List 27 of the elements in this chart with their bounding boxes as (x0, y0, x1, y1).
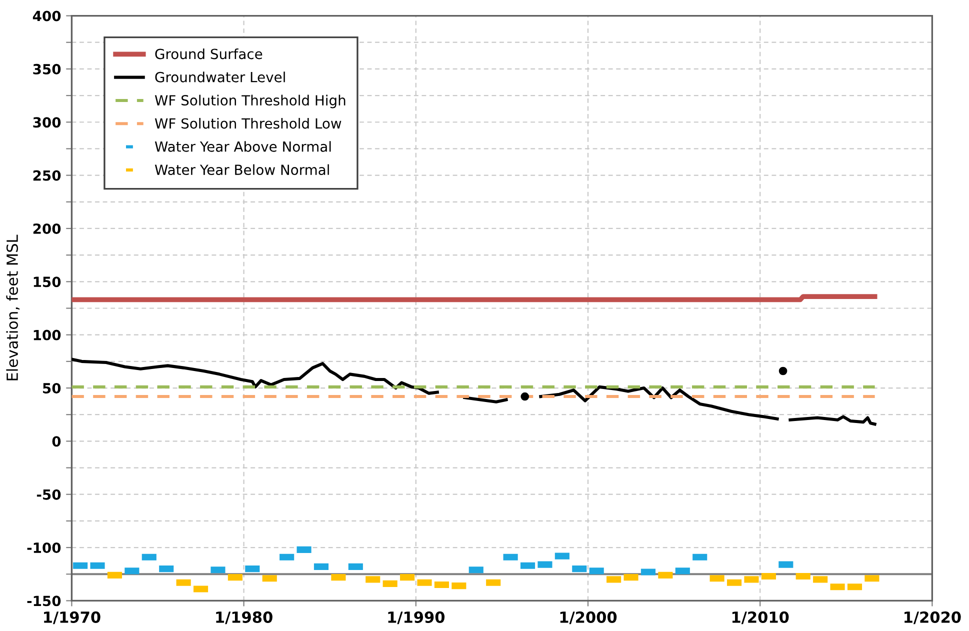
y-axis-title: Elevation, feet MSL (6, 234, 20, 380)
y-tick-label: 200 (33, 223, 61, 234)
y-tick-label: 50 (43, 382, 61, 394)
y-tick-label: 0 (52, 436, 61, 447)
y-tick-label: 300 (33, 117, 61, 128)
y-tick-label: 350 (33, 64, 61, 74)
y-tick-label: -100 (27, 542, 61, 554)
x-tick-label: 1/2000 (560, 611, 617, 624)
legend-label: WF Solution Threshold High (154, 94, 346, 108)
y-tick-label: 250 (33, 170, 61, 181)
x-tick-label: 1/2010 (732, 611, 789, 624)
y-tick-label: 400 (32, 10, 61, 22)
x-tick-label: 1/1980 (216, 611, 272, 624)
x-tick-label: 1/1990 (388, 611, 445, 624)
point (778, 366, 788, 376)
legend-label: Groundwater Level (155, 72, 285, 82)
x-tick-label: 1/1970 (44, 611, 100, 624)
y-tick-label: -50 (36, 489, 61, 500)
y-tick-label: 150 (34, 276, 61, 288)
x-tick-label: 1/2020 (904, 611, 961, 624)
point (520, 392, 530, 401)
legend-label: Water Year Below Normal (154, 164, 329, 176)
legend-label: WF Solution Threshold Low (154, 118, 342, 129)
legend-label: Water Year Above Normal (154, 141, 331, 152)
y-tick-label: 100 (34, 330, 61, 340)
legend-label: Ground Surface (155, 48, 262, 60)
y-tick-label: -150 (27, 596, 61, 606)
